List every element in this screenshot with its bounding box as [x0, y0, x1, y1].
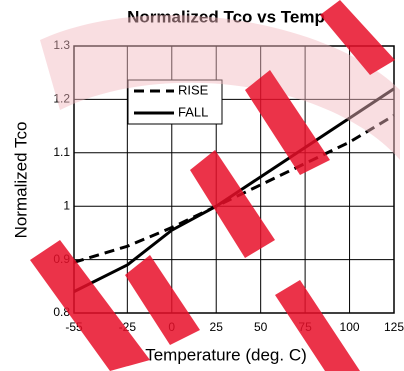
chart-title: Normalized Tco vs Temp: [127, 7, 325, 26]
x-tick-label: 125: [384, 320, 404, 334]
legend-box: [127, 79, 223, 125]
x-tick-label: 100: [340, 320, 360, 334]
watermark-letter: [190, 150, 275, 258]
plot-frame: [73, 45, 395, 314]
y-tick-label: 1.1: [53, 145, 70, 159]
watermark-letter: [245, 70, 330, 175]
watermark-letter: [275, 280, 360, 371]
x-tick-label: 50: [254, 320, 268, 334]
y-tick-label: 1: [63, 198, 70, 212]
y-tick-label: 1.2: [53, 92, 70, 106]
x-tick-label: 25: [210, 320, 224, 334]
y-axis-label: Normalized Tco: [11, 122, 30, 239]
legend-label: FALL: [178, 104, 208, 119]
x-axis-label: Temperature (deg. C): [145, 345, 307, 364]
watermark: [30, 0, 400, 371]
watermark-swoosh: [40, 15, 400, 161]
legend-label: RISE: [178, 82, 209, 97]
watermark-letter: [30, 240, 150, 371]
watermark-letter: [125, 255, 200, 345]
y-tick-label: 1.3: [53, 38, 70, 52]
watermark-letter: [320, 0, 395, 75]
